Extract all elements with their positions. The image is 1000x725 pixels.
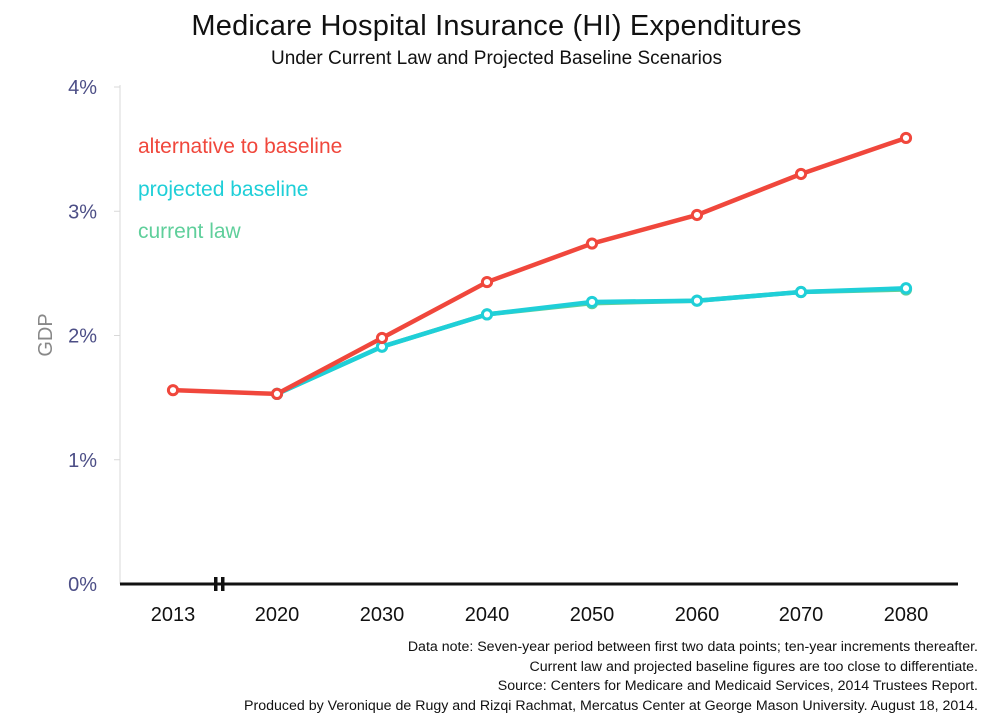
x-tick-label: 2050	[570, 604, 615, 626]
legend-entry: projected baseline	[138, 178, 308, 201]
credit-note: Produced by Veronique de Rugy and Rizqi …	[244, 697, 978, 714]
y-tick-label: 1%	[68, 450, 97, 472]
x-tick-label: 2020	[255, 604, 300, 626]
x-tick-label: 2080	[884, 604, 929, 626]
chart-title: Medicare Hospital Insurance (HI) Expendi…	[191, 10, 802, 42]
y-axis-label: GDP	[35, 313, 57, 356]
chart-subtitle: Under Current Law and Projected Baseline…	[271, 48, 722, 69]
data-point	[690, 294, 704, 307]
data-point	[585, 295, 599, 309]
legend-entry: alternative to baseline	[138, 135, 342, 158]
y-tick-label: 3%	[68, 201, 97, 223]
data-point	[899, 282, 913, 295]
axis-break-mark	[214, 577, 218, 591]
data-point	[270, 387, 284, 400]
x-tick-label: 2070	[779, 604, 824, 626]
data-point	[690, 208, 704, 222]
data-point	[480, 275, 494, 289]
x-tick-label: 2040	[465, 604, 510, 626]
y-tick-label: 2%	[68, 326, 97, 348]
axis-break-mark	[221, 577, 225, 591]
data-point	[794, 167, 808, 181]
data-point	[166, 384, 180, 397]
series-line	[170, 135, 909, 397]
x-tick-label: 2030	[360, 604, 405, 626]
source-note: Source: Centers for Medicare and Medicai…	[497, 678, 978, 695]
y-tick-label: 0%	[68, 574, 97, 596]
data-note: Data note: Seven-year period between fir…	[407, 639, 978, 655]
chart-notes: Data note: Seven-year period between fir…	[244, 638, 978, 716]
data-point	[794, 285, 808, 299]
data-point	[585, 237, 599, 250]
x-tick-label: 2013	[151, 604, 196, 626]
data-point	[480, 308, 494, 321]
differentiation-note: Current law and projected baseline figur…	[529, 658, 979, 675]
data-point	[375, 331, 389, 345]
data-point	[899, 131, 913, 145]
legend-entry: current law	[138, 220, 242, 243]
y-tick-label: 4%	[68, 77, 97, 99]
x-tick-label: 2060	[675, 604, 720, 626]
